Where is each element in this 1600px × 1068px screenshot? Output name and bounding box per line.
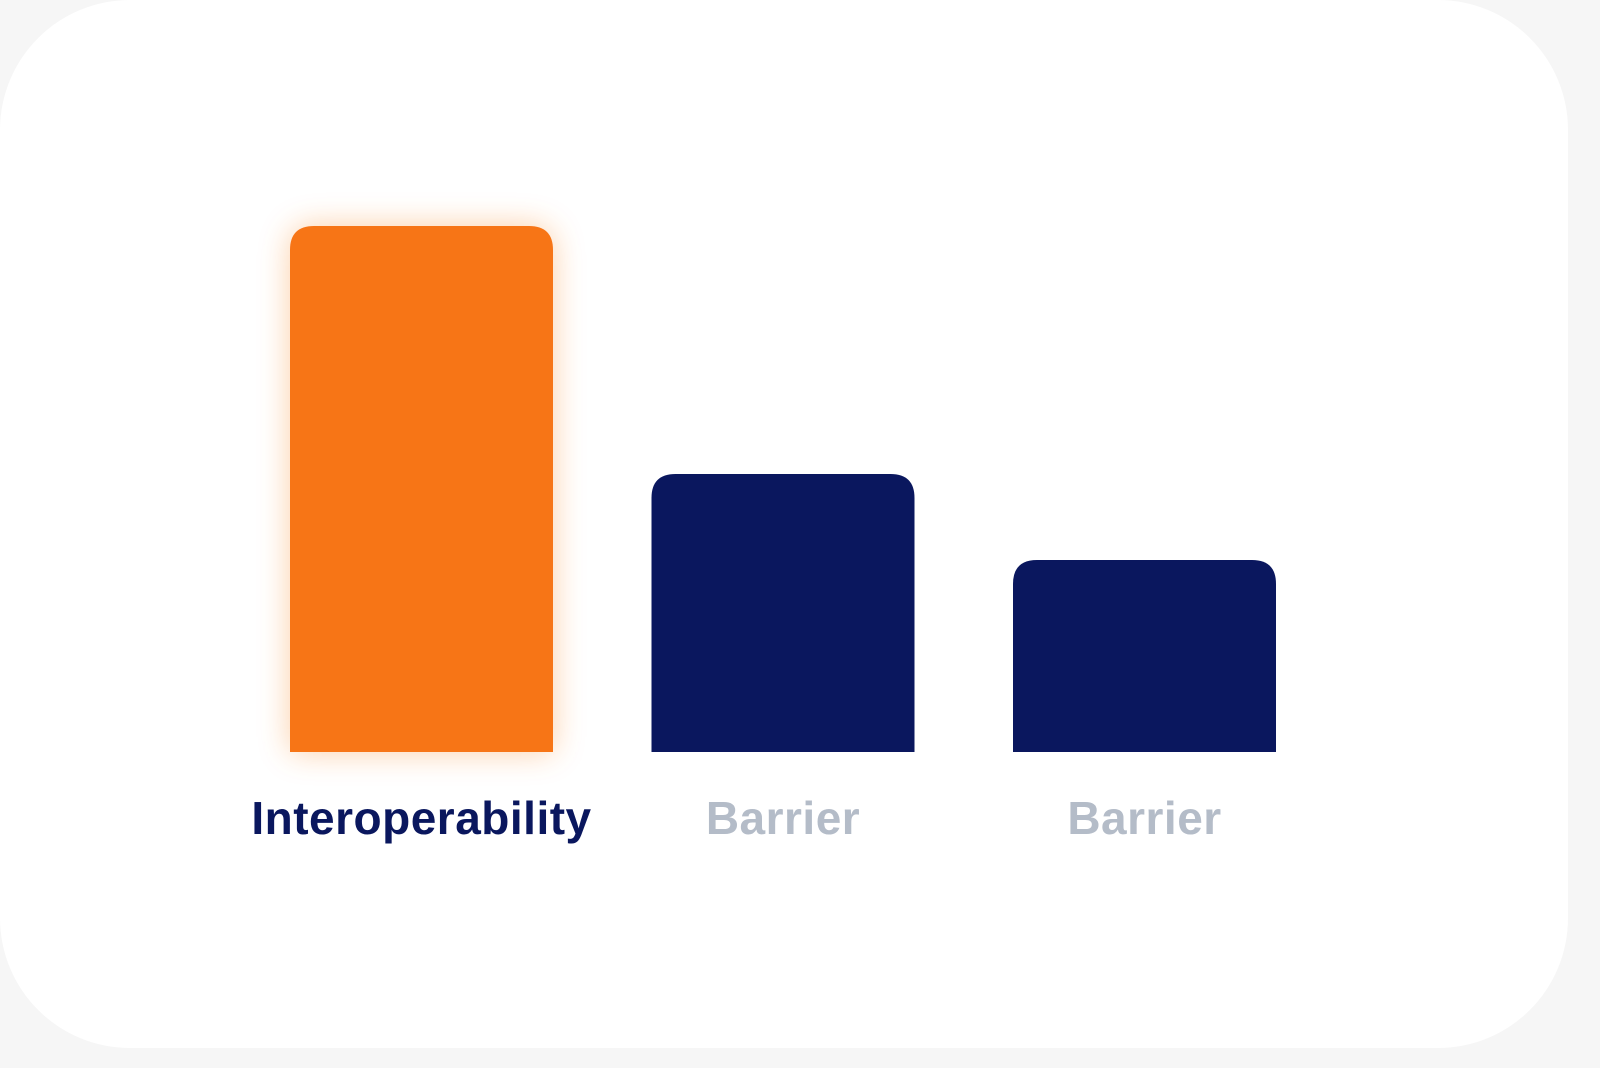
- x-tick-label: Barrier: [706, 792, 860, 844]
- x-tick-label: Interoperability: [251, 792, 591, 844]
- bar: [651, 474, 915, 752]
- bar: [290, 226, 553, 752]
- x-tick-label: Barrier: [1067, 792, 1221, 844]
- bar: [1013, 560, 1276, 752]
